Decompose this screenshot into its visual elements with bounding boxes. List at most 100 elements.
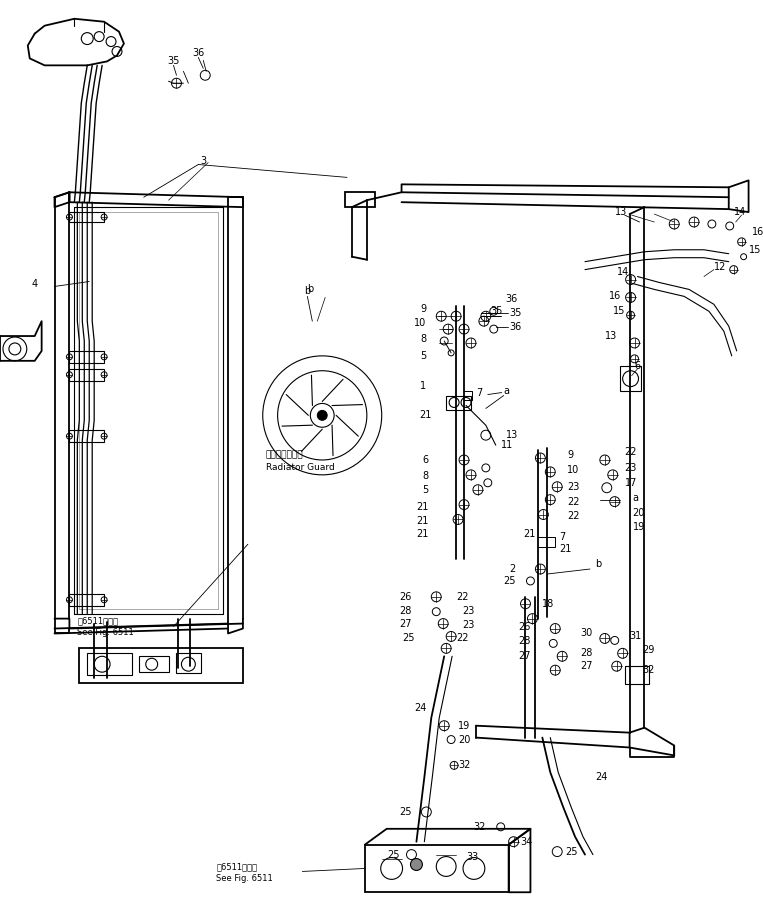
- Text: 6: 6: [635, 361, 641, 371]
- Text: 28: 28: [518, 636, 530, 646]
- Circle shape: [410, 858, 423, 870]
- Text: 5: 5: [422, 485, 428, 495]
- Circle shape: [317, 411, 327, 420]
- Text: 2: 2: [510, 564, 516, 574]
- Text: 23: 23: [462, 620, 475, 630]
- Text: b: b: [307, 285, 314, 294]
- Text: 22: 22: [625, 447, 637, 457]
- Text: 22: 22: [456, 592, 468, 602]
- Text: 32: 32: [474, 822, 486, 832]
- Text: 15: 15: [749, 245, 761, 255]
- Text: 35: 35: [510, 309, 522, 319]
- Text: 18: 18: [542, 599, 555, 609]
- Text: 7: 7: [476, 387, 482, 397]
- Bar: [69, 430, 104, 442]
- Bar: [139, 656, 169, 672]
- Text: 25: 25: [402, 634, 414, 644]
- Text: 21: 21: [523, 530, 536, 540]
- Text: 22: 22: [567, 497, 580, 507]
- Bar: [69, 369, 104, 381]
- Text: 22: 22: [567, 511, 580, 521]
- Text: 30: 30: [581, 628, 593, 638]
- Text: 21: 21: [416, 517, 428, 527]
- Text: 25: 25: [399, 807, 411, 817]
- Text: 8: 8: [420, 334, 427, 344]
- Text: 6: 6: [422, 455, 428, 465]
- Text: 22: 22: [456, 634, 468, 644]
- Text: 8: 8: [422, 471, 428, 481]
- Text: 35: 35: [491, 306, 503, 316]
- Text: 13: 13: [615, 207, 627, 217]
- Text: 11: 11: [501, 440, 513, 450]
- Text: 第6511図参照: 第6511図参照: [216, 862, 257, 871]
- Text: 9: 9: [567, 450, 573, 460]
- Text: 14: 14: [617, 267, 629, 277]
- Text: 21: 21: [416, 501, 428, 511]
- Text: 16: 16: [752, 227, 763, 237]
- Text: 21: 21: [559, 544, 571, 554]
- Bar: [345, 193, 375, 207]
- Text: 20: 20: [633, 508, 645, 518]
- Text: 33: 33: [466, 852, 478, 862]
- Text: 5: 5: [420, 351, 427, 361]
- Text: 4: 4: [31, 279, 37, 289]
- Text: 23: 23: [625, 463, 637, 473]
- Text: 12: 12: [714, 262, 726, 272]
- Text: 15: 15: [613, 306, 625, 316]
- Text: ラジエタガード: ラジエタガード: [266, 450, 304, 459]
- Text: 16: 16: [609, 291, 621, 301]
- Text: 21: 21: [419, 410, 431, 420]
- Text: 36: 36: [192, 48, 204, 58]
- Text: 34: 34: [520, 836, 533, 846]
- Text: a: a: [504, 385, 510, 395]
- Text: 7: 7: [559, 532, 565, 542]
- Text: 9: 9: [420, 304, 427, 314]
- Text: 23: 23: [462, 605, 475, 615]
- Text: 29: 29: [642, 645, 655, 656]
- Text: 21: 21: [416, 530, 428, 540]
- Text: 31: 31: [629, 632, 642, 642]
- Bar: [69, 212, 104, 222]
- Bar: [620, 366, 642, 391]
- Text: 27: 27: [581, 661, 593, 671]
- Text: 32: 32: [458, 761, 471, 771]
- Text: b: b: [304, 287, 311, 297]
- Bar: [69, 351, 104, 362]
- Text: 35: 35: [167, 57, 180, 67]
- Bar: [87, 654, 132, 675]
- Text: 14: 14: [734, 207, 746, 217]
- Text: 26: 26: [399, 592, 411, 602]
- Text: 36: 36: [506, 294, 518, 304]
- Text: 20: 20: [458, 735, 471, 745]
- Text: 17: 17: [625, 477, 637, 488]
- Text: 24: 24: [595, 772, 607, 782]
- Text: 25: 25: [387, 850, 400, 859]
- Text: 25: 25: [503, 576, 516, 586]
- Text: 32: 32: [642, 666, 655, 676]
- Bar: [446, 395, 471, 411]
- Text: 36: 36: [510, 322, 522, 332]
- Text: 27: 27: [518, 651, 530, 661]
- Text: See Fig. 6511: See Fig. 6511: [77, 628, 134, 637]
- Text: 第6511図参照: 第6511図参照: [77, 616, 118, 625]
- Text: 19: 19: [458, 720, 470, 730]
- Text: 1: 1: [420, 381, 427, 391]
- Bar: [365, 845, 509, 892]
- Bar: [79, 648, 243, 683]
- Text: 28: 28: [581, 648, 593, 658]
- Bar: [176, 654, 201, 673]
- Text: b: b: [595, 559, 601, 569]
- Text: 26: 26: [518, 622, 530, 632]
- Bar: [625, 666, 649, 684]
- Bar: [69, 593, 104, 605]
- Text: 10: 10: [567, 465, 579, 475]
- Text: 24: 24: [414, 703, 427, 713]
- Text: 25: 25: [565, 846, 578, 856]
- Text: 13: 13: [506, 430, 518, 440]
- Text: See Fig. 6511: See Fig. 6511: [216, 874, 273, 883]
- Text: 3: 3: [200, 155, 206, 165]
- Text: 19: 19: [633, 522, 645, 532]
- Text: 23: 23: [567, 482, 580, 492]
- Text: Radiator Guard: Radiator Guard: [266, 464, 334, 472]
- Text: 27: 27: [399, 619, 411, 628]
